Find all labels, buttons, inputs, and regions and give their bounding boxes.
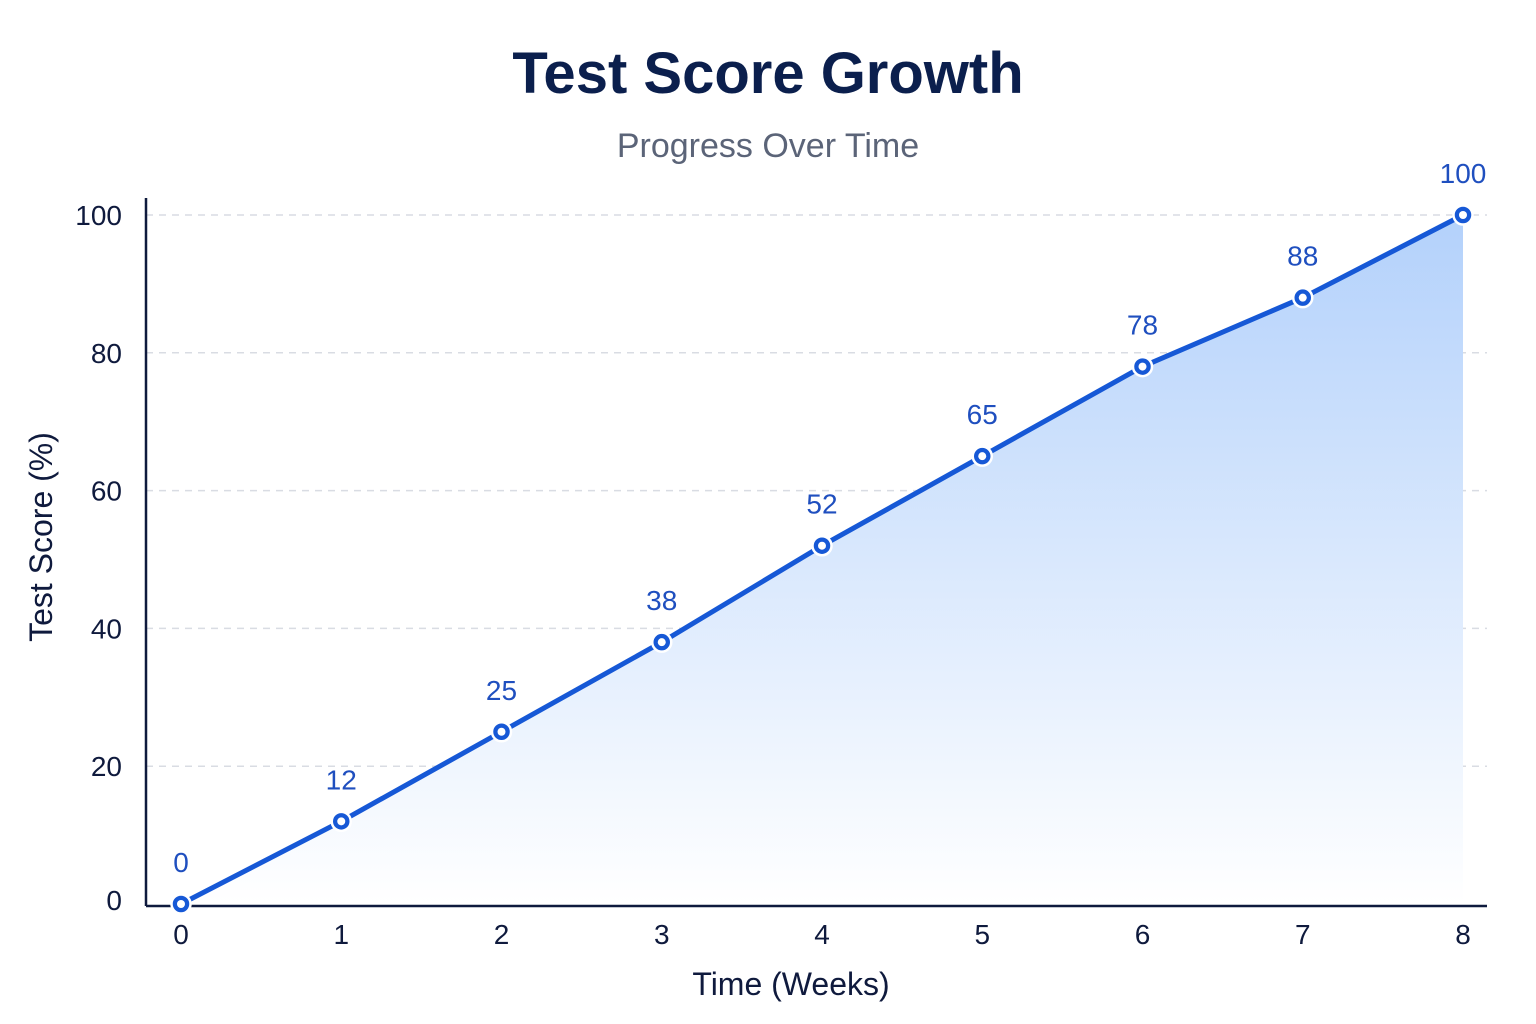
data-point-center [1298,293,1307,302]
y-axis-label: Test Score (%) [23,432,59,642]
data-point-center [978,452,987,461]
data-point-center [497,727,506,736]
axes [144,198,1487,908]
data-point-center [657,638,666,647]
gridlines [146,214,1487,767]
y-tick-label: 0 [106,885,122,916]
x-tick-label: 0 [173,919,189,950]
x-axis-ticks: 0 1 2 3 4 5 6 7 8 [173,919,1471,950]
data-label: 25 [486,675,517,706]
y-tick-label: 60 [91,476,122,507]
y-tick-label: 20 [91,751,122,782]
data-label: 0 [173,847,189,878]
x-tick-label: 6 [1135,919,1151,950]
data-label: 65 [967,399,998,430]
chart-subtitle: Progress Over Time [617,127,919,165]
y-axis-ticks: 0 20 40 60 80 100 [75,200,122,916]
data-label: 88 [1287,241,1318,272]
x-tick-label: 2 [494,919,510,950]
data-point-center [1138,362,1147,371]
data-label: 52 [806,489,837,520]
x-tick-label: 1 [333,919,349,950]
x-tick-label: 7 [1295,919,1311,950]
data-point-center [177,900,185,908]
x-tick-label: 5 [974,919,990,950]
data-point-center [1459,211,1467,219]
data-labels: 0 12 25 38 52 65 78 88 100 [173,158,1486,878]
chart-title: Test Score Growth [512,41,1023,106]
data-label: 12 [326,764,357,795]
x-tick-label: 8 [1455,919,1471,950]
x-axis-label: Time (Weeks) [692,966,889,1002]
y-tick-label: 100 [75,200,122,231]
data-point-center [818,541,826,550]
data-label: 38 [646,585,677,616]
x-tick-label: 4 [814,919,830,950]
y-tick-label: 80 [91,338,122,369]
x-tick-label: 3 [654,919,670,950]
y-tick-label: 40 [91,613,122,644]
data-label: 100 [1440,158,1487,189]
data-label: 78 [1127,310,1158,341]
data-points [170,204,1474,915]
data-point-center [337,817,346,826]
